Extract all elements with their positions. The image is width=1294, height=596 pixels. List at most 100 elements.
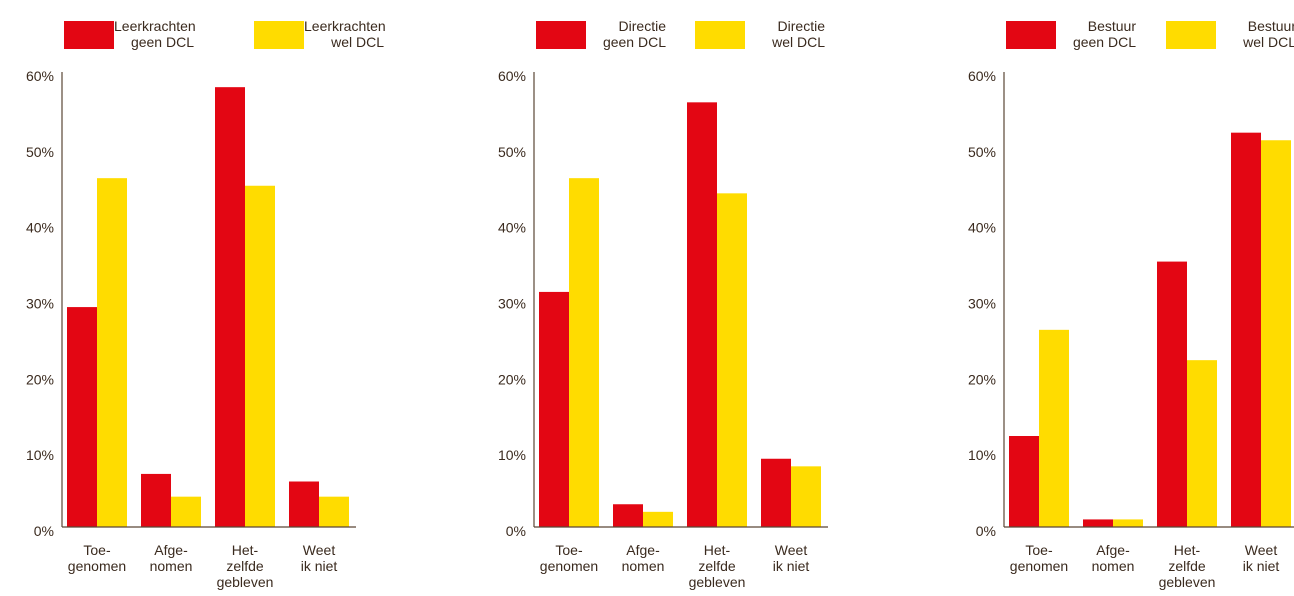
y-tick-label: 0%	[976, 523, 996, 539]
x-category-label-line: genomen	[540, 558, 598, 574]
bar-wel-1	[1113, 519, 1143, 527]
bar-geen-0	[539, 291, 569, 527]
bar-geen-2	[1157, 261, 1187, 527]
bar-wel-2	[1187, 360, 1217, 527]
x-category-label: Toe-genomen	[540, 542, 598, 574]
bar-wel-3	[791, 466, 821, 527]
bar-geen-3	[761, 458, 791, 527]
y-tick-label: 40%	[26, 220, 54, 236]
y-tick-label: 20%	[968, 371, 996, 387]
x-category-label-line: nomen	[150, 558, 193, 574]
y-tick-label: 10%	[968, 447, 996, 463]
bar-geen-1	[613, 504, 643, 527]
bar-wel-1	[643, 511, 673, 527]
y-tick-label: 40%	[498, 220, 526, 236]
x-category-label-line: Weet	[775, 542, 808, 558]
legend-label-wel: Bestuur wel DCL	[1243, 18, 1294, 50]
x-category-label-line: gebleven	[217, 574, 274, 590]
bar-wel-1	[171, 496, 201, 527]
y-tick-label: 50%	[498, 144, 526, 160]
bar-chart-directie: 0% 10% 20% 30% 40% 50% 60% Toe-genomen Afge-nome…	[498, 68, 828, 590]
x-category-label-line: zelfde	[698, 558, 736, 574]
x-category-label-line: Toe-	[83, 542, 111, 558]
y-tick-label: 10%	[498, 447, 526, 463]
x-category-label: Afge-nomen	[150, 542, 193, 574]
bar-geen-3	[289, 481, 319, 527]
x-category-label: Het-zelfde gebleven	[689, 542, 746, 590]
x-category-label-line: ik niet	[1243, 558, 1280, 574]
y-tick-label: 40%	[968, 220, 996, 236]
x-category-label-line: Toe-	[1025, 542, 1053, 558]
x-category-label-line: genomen	[68, 558, 126, 574]
bar-geen-0	[1009, 436, 1039, 527]
legend-swatch-geen	[536, 21, 586, 49]
chart-panel-bestuur: Bestuur geen DCL Bestuur wel DCL 0% 10% 20% 3…	[942, 0, 1294, 596]
x-category-label: Afge-nomen	[622, 542, 665, 574]
x-category-label-line: Toe-	[555, 542, 583, 558]
bar-wel-2	[717, 193, 747, 528]
y-tick-label: 0%	[34, 523, 54, 539]
x-category-label-line: Het-	[232, 542, 259, 558]
bar-chart-bestuur: 0% 10% 20% 30% 40% 50% 60% Toe-genomen Afge-nome…	[968, 68, 1294, 590]
y-tick-label: 50%	[968, 144, 996, 160]
y-tick-label: 0%	[506, 523, 526, 539]
x-category-label-line: Afge-	[154, 542, 188, 558]
legend-swatch-wel	[695, 21, 745, 49]
y-tick-label: 50%	[26, 144, 54, 160]
legend-swatch-wel	[254, 21, 304, 49]
legend-swatch-wel	[1166, 21, 1216, 49]
y-tick-label: 30%	[968, 296, 996, 312]
legend-label-geen: Directie geen DCL	[602, 18, 666, 50]
x-category-label-line: genomen	[1010, 558, 1068, 574]
x-category-label: Weet ik niet	[773, 542, 810, 574]
y-tick-label: 30%	[26, 296, 54, 312]
bar-geen-2	[687, 102, 717, 527]
x-category-label: Afge-nomen	[1092, 542, 1135, 574]
x-category-label-line: Weet	[303, 542, 336, 558]
x-category-label: Weet ik niet	[301, 542, 338, 574]
x-category-label-line: gebleven	[689, 574, 746, 590]
legend-label-wel: Leerkrachten wel DCL	[304, 18, 386, 50]
x-category-label-line: Afge-	[1096, 542, 1130, 558]
y-tick-label: 10%	[26, 447, 54, 463]
x-category-label: Toe-genomen	[68, 542, 126, 574]
x-category-label-line: ik niet	[301, 558, 338, 574]
x-category-label-line: gebleven	[1159, 574, 1216, 590]
legend-swatch-geen	[1006, 21, 1056, 49]
x-category-label: Het-zelfde gebleven	[217, 542, 274, 590]
bar-geen-2	[215, 87, 245, 528]
bar-wel-3	[1261, 140, 1291, 527]
y-tick-label: 30%	[498, 296, 526, 312]
x-category-label-line: nomen	[622, 558, 665, 574]
bar-wel-3	[319, 496, 349, 527]
legend-label-geen: Leerkrachten geen DCL	[114, 18, 196, 50]
x-category-label-line: zelfde	[226, 558, 264, 574]
legend-swatch-geen	[64, 21, 114, 49]
x-category-label-line: Weet	[1245, 542, 1278, 558]
bar-wel-0	[1039, 329, 1069, 527]
y-tick-label: 60%	[26, 68, 54, 84]
bar-geen-0	[67, 307, 97, 527]
x-category-label: Het-zelfde gebleven	[1159, 542, 1216, 590]
y-tick-label: 60%	[968, 68, 996, 84]
bar-geen-1	[1083, 519, 1113, 527]
x-category-label-line: Afge-	[626, 542, 660, 558]
x-category-label-line: nomen	[1092, 558, 1135, 574]
x-category-label-line: Het-	[704, 542, 731, 558]
chart-panel-leerkrachten: Leerkrachten geen DCL Leerkrachten wel DCL…	[0, 0, 386, 596]
legend-label-wel: Directie wel DCL	[772, 18, 825, 50]
chart-panel-directie: Directie geen DCL Directie wel DCL 0% 10% 20…	[472, 0, 832, 596]
x-category-label: Toe-genomen	[1010, 542, 1068, 574]
x-category-label-line: zelfde	[1168, 558, 1206, 574]
legend-label-geen: Bestuur geen DCL	[1072, 18, 1136, 50]
x-category-label: Weet ik niet	[1243, 542, 1280, 574]
y-tick-label: 60%	[498, 68, 526, 84]
bar-geen-3	[1231, 132, 1261, 527]
bar-wel-2	[245, 185, 275, 527]
bar-wel-0	[97, 178, 127, 527]
x-category-label-line: Het-	[1174, 542, 1201, 558]
bar-chart-leerkrachten: 0% 10% 20% 30% 40% 50% 60% Toe-genomen Afge-nome…	[26, 68, 356, 590]
bar-wel-0	[569, 178, 599, 527]
y-tick-label: 20%	[498, 371, 526, 387]
bar-geen-1	[141, 473, 171, 527]
